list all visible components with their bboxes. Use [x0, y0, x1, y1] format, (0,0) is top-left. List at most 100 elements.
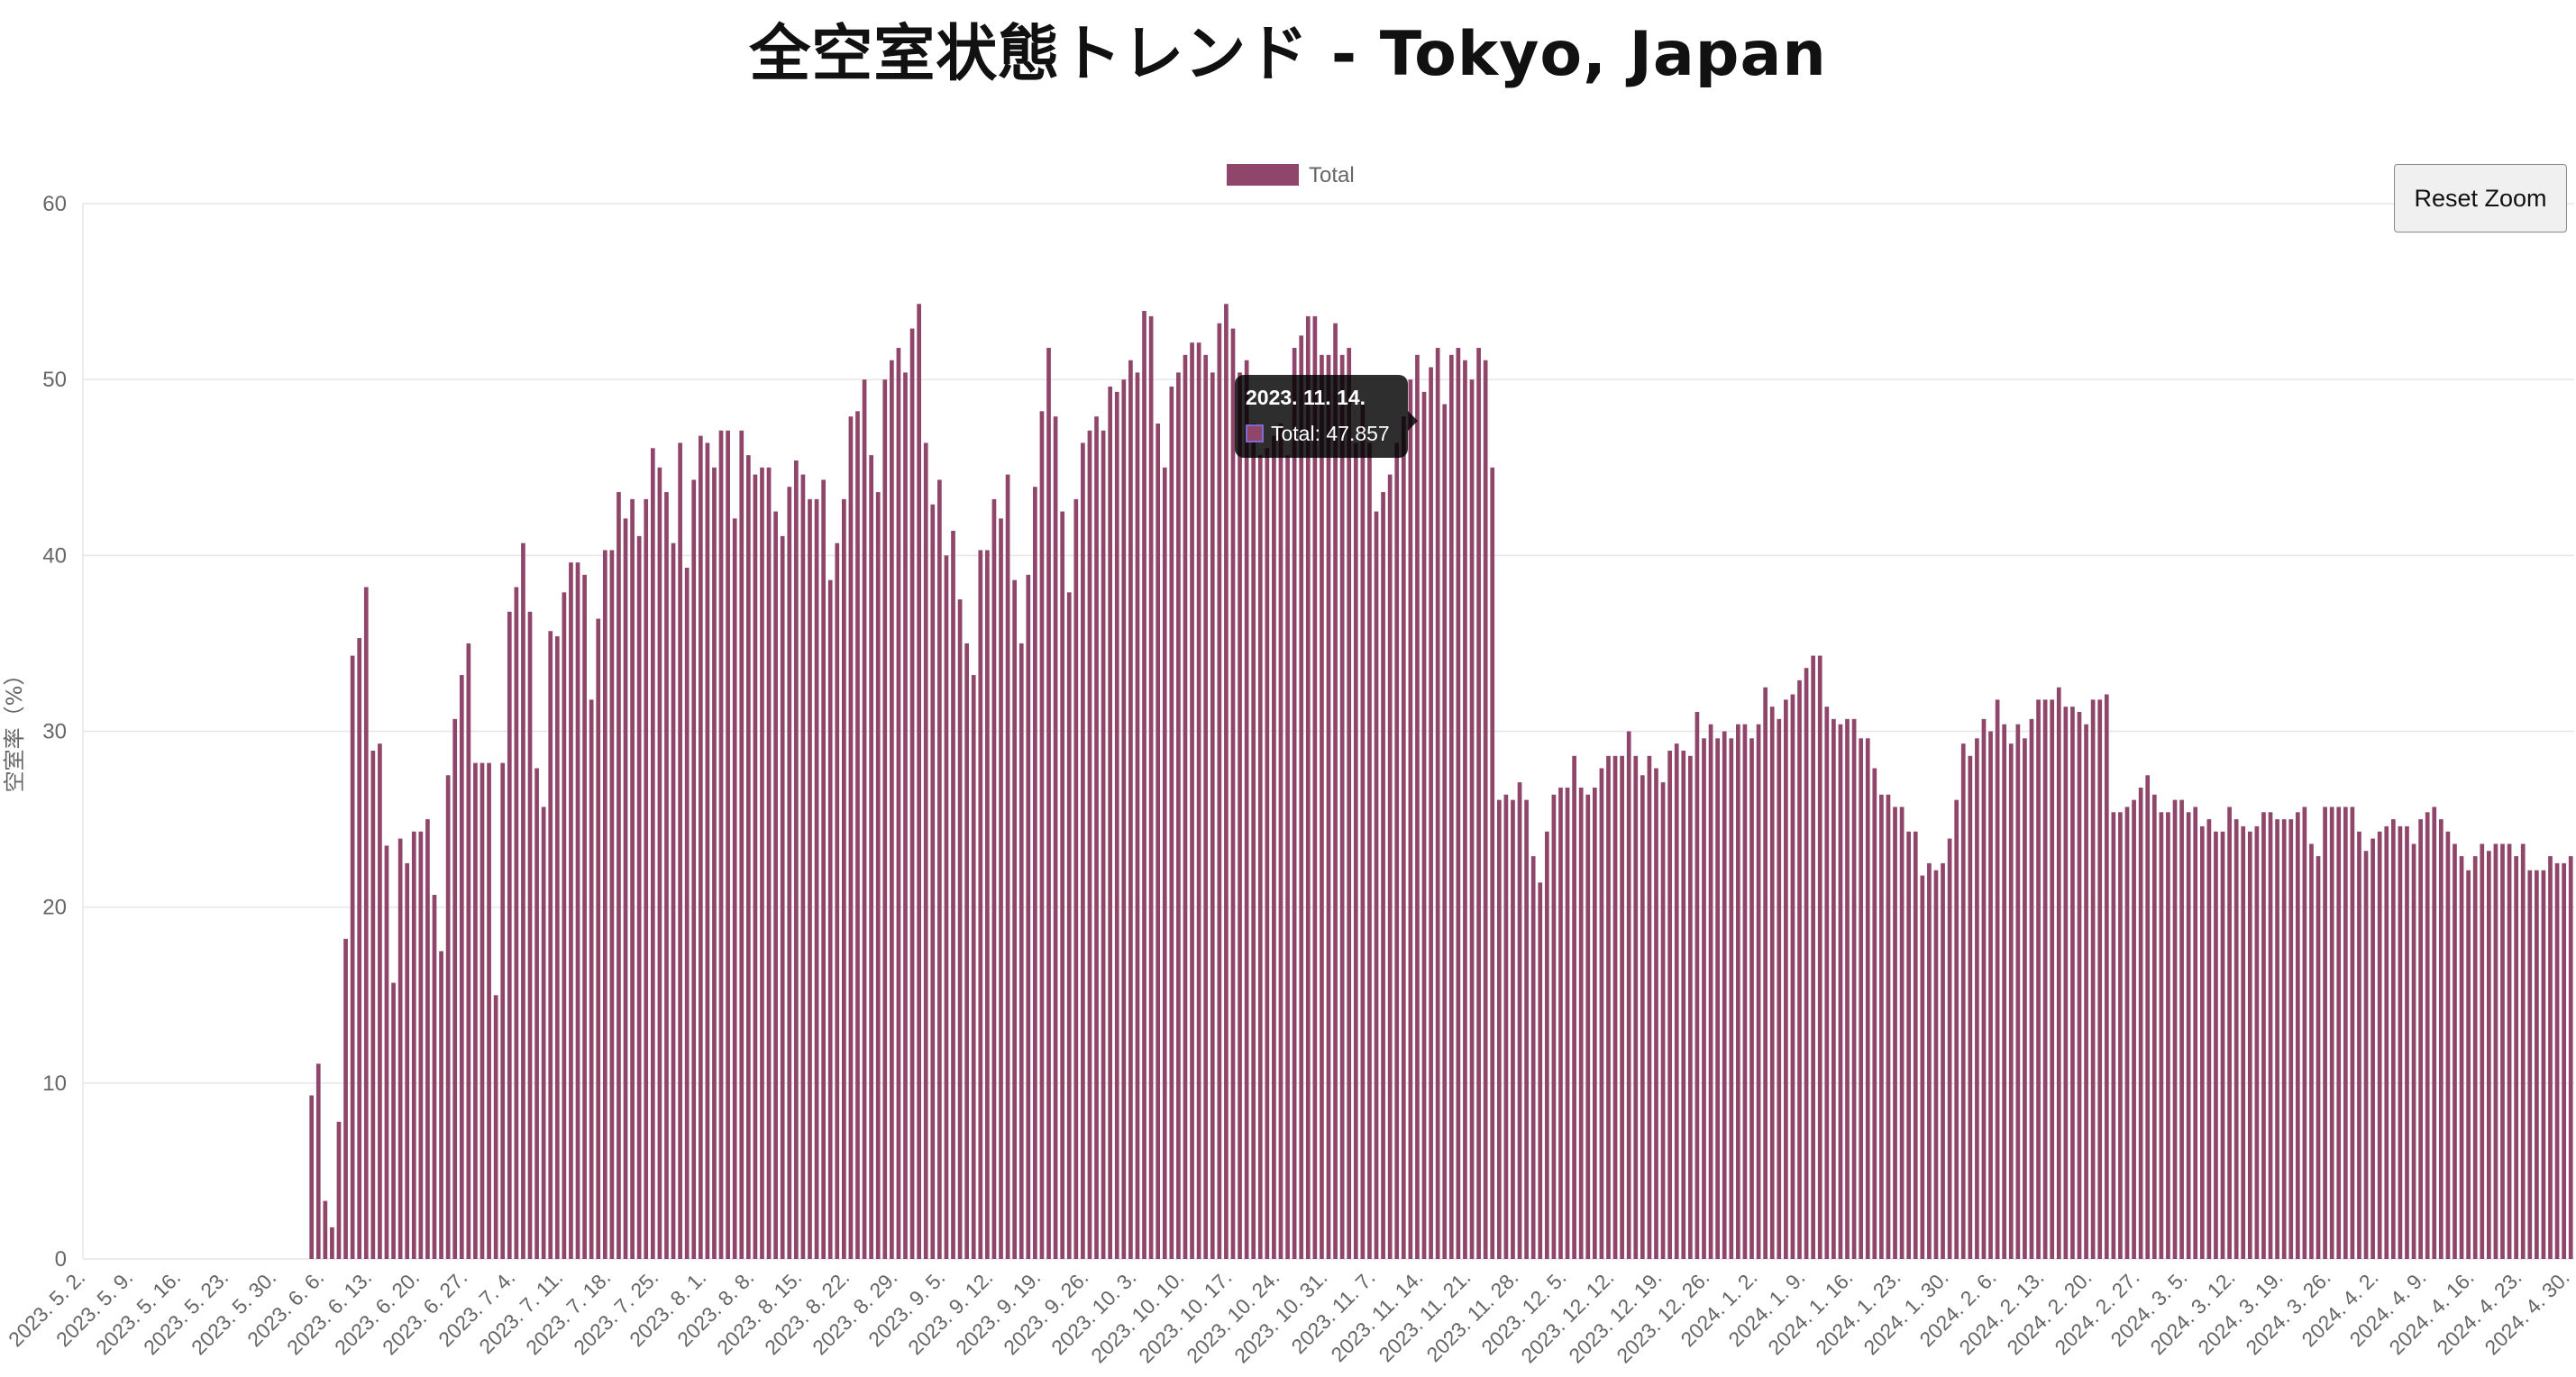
bar[interactable] — [2151, 794, 2157, 1259]
bar[interactable] — [480, 762, 485, 1259]
bar[interactable] — [1927, 862, 1932, 1260]
bar[interactable] — [323, 1200, 328, 1259]
bar[interactable] — [2124, 807, 2130, 1259]
bar[interactable] — [1954, 799, 1959, 1259]
bar[interactable] — [890, 360, 894, 1259]
bar[interactable] — [773, 511, 778, 1259]
bar[interactable] — [500, 762, 506, 1259]
bar[interactable] — [1667, 750, 1672, 1259]
bar[interactable] — [1135, 372, 1140, 1259]
bar[interactable] — [1981, 718, 1987, 1259]
bar[interactable] — [1681, 750, 1686, 1259]
bar[interactable] — [1913, 831, 1918, 1259]
bar[interactable] — [1217, 323, 1222, 1260]
bar[interactable] — [2445, 831, 2451, 1259]
bar[interactable] — [753, 474, 758, 1259]
bar[interactable] — [1121, 379, 1127, 1259]
bar[interactable] — [2227, 807, 2232, 1259]
bar[interactable] — [650, 448, 655, 1259]
bar[interactable] — [2316, 856, 2321, 1259]
bar[interactable] — [760, 467, 764, 1259]
bar[interactable] — [842, 498, 846, 1259]
bar[interactable] — [2432, 807, 2437, 1259]
bar[interactable] — [909, 328, 915, 1259]
bar[interactable] — [1066, 592, 1072, 1259]
bar[interactable] — [1893, 807, 1897, 1259]
bar[interactable] — [1715, 738, 1720, 1259]
bar[interactable] — [1511, 799, 1515, 1259]
bar[interactable] — [1742, 724, 1748, 1259]
bar[interactable] — [1387, 474, 1393, 1259]
bar[interactable] — [2233, 819, 2239, 1259]
bar[interactable] — [1572, 755, 1576, 1259]
bar[interactable] — [432, 895, 437, 1259]
bar[interactable] — [2541, 870, 2546, 1259]
bar[interactable] — [1203, 354, 1209, 1260]
bar[interactable] — [1729, 738, 1734, 1259]
bar[interactable] — [691, 479, 697, 1259]
bar[interactable] — [1524, 799, 1529, 1259]
bar[interactable] — [1114, 391, 1119, 1260]
bar[interactable] — [1633, 755, 1639, 1259]
bar[interactable] — [814, 498, 819, 1259]
bar[interactable] — [2261, 812, 2266, 1259]
bar[interactable] — [1142, 311, 1146, 1259]
bar[interactable] — [1435, 348, 1440, 1259]
bar[interactable] — [971, 675, 976, 1259]
bar[interactable] — [827, 579, 833, 1259]
bar[interactable] — [2309, 844, 2314, 1259]
bar[interactable] — [2097, 699, 2103, 1259]
bar[interactable] — [2172, 799, 2178, 1259]
bar[interactable] — [1421, 391, 1427, 1260]
bar[interactable] — [2015, 724, 2021, 1259]
bar[interactable] — [800, 474, 806, 1259]
bar[interactable] — [1272, 435, 1276, 1259]
bar[interactable] — [391, 982, 396, 1259]
bar[interactable] — [1872, 768, 1877, 1259]
bar[interactable] — [1347, 348, 1352, 1259]
bar[interactable] — [671, 543, 676, 1259]
bar[interactable] — [1565, 787, 1570, 1259]
bar[interactable] — [1599, 768, 1604, 1259]
bar[interactable] — [534, 768, 539, 1259]
bar[interactable] — [2520, 844, 2526, 1259]
bar[interactable] — [1012, 579, 1018, 1259]
bar[interactable] — [1647, 755, 1652, 1259]
bar[interactable] — [315, 1063, 321, 1259]
bar[interactable] — [2527, 870, 2533, 1259]
bar[interactable] — [2002, 724, 2007, 1259]
bar[interactable] — [1415, 354, 1420, 1260]
bar[interactable] — [875, 492, 881, 1259]
bar[interactable] — [2425, 812, 2430, 1259]
bar[interactable] — [1585, 794, 1591, 1259]
bar[interactable] — [2507, 844, 2512, 1259]
bar[interactable] — [1845, 718, 1850, 1259]
bar[interactable] — [1688, 755, 1693, 1259]
bar[interactable] — [978, 550, 983, 1259]
bar[interactable] — [2084, 724, 2088, 1259]
bar[interactable] — [370, 750, 376, 1259]
reset-zoom-button[interactable]: Reset Zoom — [2394, 164, 2567, 233]
bar[interactable] — [2535, 870, 2539, 1259]
bar[interactable] — [793, 460, 799, 1259]
bar[interactable] — [1968, 755, 1973, 1259]
bar[interactable] — [2500, 844, 2505, 1259]
bar[interactable] — [1210, 372, 1215, 1259]
bar[interactable] — [1530, 856, 1536, 1259]
bar[interactable] — [602, 550, 607, 1259]
bar[interactable] — [2336, 807, 2342, 1259]
bar[interactable] — [705, 442, 710, 1259]
bar[interactable] — [1975, 738, 1979, 1259]
bar[interactable] — [1476, 348, 1481, 1259]
bar[interactable] — [1033, 487, 1037, 1259]
bar[interactable] — [1060, 511, 1065, 1259]
bar[interactable] — [2050, 699, 2055, 1259]
bar[interactable] — [698, 435, 703, 1259]
bar[interactable] — [1832, 718, 1836, 1259]
bar[interactable] — [2548, 856, 2553, 1259]
bar[interactable] — [1660, 782, 1666, 1259]
bar[interactable] — [1859, 738, 1864, 1259]
bar[interactable] — [2466, 870, 2471, 1259]
bar[interactable] — [1183, 354, 1188, 1260]
bar[interactable] — [2111, 812, 2116, 1259]
